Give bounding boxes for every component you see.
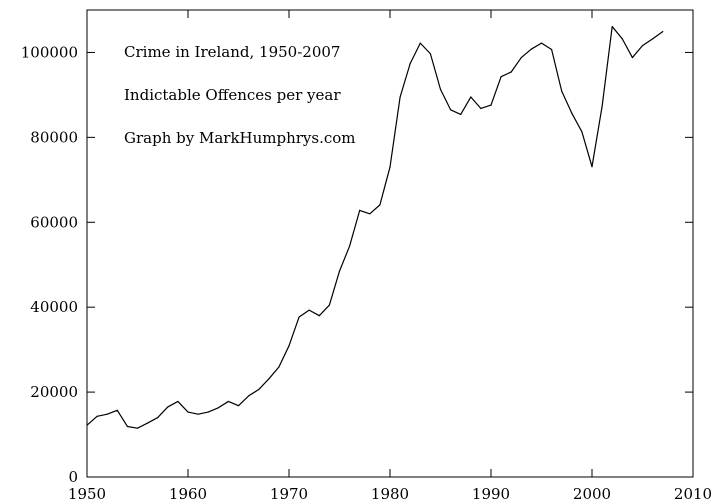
data-point-1990 — [490, 104, 492, 106]
data-point-1976 — [349, 245, 351, 247]
data-point-1964 — [227, 400, 229, 403]
data-point-2003 — [621, 38, 623, 40]
data-point-1963 — [217, 407, 219, 409]
y-tick-label: 100000 — [21, 43, 78, 61]
data-point-1978 — [369, 213, 371, 215]
data-point-1986 — [450, 109, 452, 111]
data-point-1970 — [288, 345, 290, 347]
x-tick-label: 2000 — [573, 485, 611, 503]
y-axis: 0 20000 40000 60000 80000 100000 — [21, 43, 693, 486]
data-point-1992 — [510, 71, 512, 73]
data-point-1958 — [167, 406, 169, 408]
data-point-1955 — [136, 427, 139, 429]
x-tick-label: 1980 — [371, 485, 409, 503]
data-point-1962 — [207, 411, 209, 413]
data-point-1985 — [439, 88, 442, 90]
annotation-subtitle: Indictable Offences per year — [124, 86, 341, 104]
data-point-1997 — [561, 90, 563, 92]
data-point-1960 — [187, 411, 189, 413]
plot-frame — [86, 9, 694, 478]
x-axis: 1950 1960 1970 1980 1990 2000 2010 — [68, 10, 712, 503]
data-point-2001 — [601, 105, 603, 107]
data-point-1971 — [298, 316, 300, 318]
data-point-2005 — [641, 45, 644, 47]
data-point-1950 — [86, 424, 88, 426]
data-point-1954 — [126, 425, 128, 428]
data-point-1951 — [96, 415, 98, 417]
data-point-1981 — [399, 96, 401, 98]
data-point-1979 — [379, 204, 381, 206]
x-tick-label: 1960 — [169, 485, 207, 503]
data-point-1957 — [157, 416, 159, 419]
data-point-1980 — [389, 166, 391, 168]
data-point-1953 — [116, 409, 118, 411]
x-tick-label: 2010 — [674, 485, 712, 503]
data-point-1988 — [470, 96, 472, 98]
data-point-1982 — [409, 62, 411, 65]
x-tick-label: 1970 — [270, 485, 308, 503]
data-point-2007 — [662, 31, 664, 33]
y-tick-label: 40000 — [30, 298, 78, 316]
data-point-2004 — [631, 56, 634, 59]
data-point-1995 — [540, 42, 543, 44]
data-point-1966 — [248, 395, 250, 397]
y-tick-label: 0 — [68, 468, 78, 486]
data-point-2000 — [591, 166, 593, 168]
x-tick-label: 1990 — [472, 485, 510, 503]
series-line — [86, 25, 664, 429]
data-point-1969 — [278, 366, 280, 368]
data-point-1965 — [237, 405, 240, 407]
data-point-1984 — [429, 53, 431, 55]
data-point-1987 — [460, 113, 462, 116]
data-point-1989 — [480, 107, 482, 110]
series-points — [86, 25, 664, 429]
y-tick-label: 20000 — [30, 383, 78, 401]
data-point-1968 — [268, 378, 270, 380]
data-point-1998 — [571, 112, 573, 114]
data-point-1975 — [338, 270, 341, 272]
data-point-1991 — [500, 76, 502, 78]
data-point-2006 — [652, 38, 654, 40]
data-point-1996 — [551, 48, 553, 51]
data-point-1999 — [581, 131, 583, 133]
y-tick-label: 60000 — [30, 213, 78, 231]
data-point-1972 — [308, 309, 310, 311]
y-tick-label: 80000 — [30, 128, 78, 146]
annotation-credit: Graph by MarkHumphrys.com — [124, 129, 356, 147]
data-point-1983 — [419, 42, 421, 44]
data-point-2002 — [611, 25, 613, 28]
data-point-1961 — [197, 413, 199, 415]
data-point-1974 — [328, 304, 330, 306]
data-point-1952 — [106, 413, 108, 415]
data-point-1973 — [318, 315, 320, 317]
data-point-1967 — [258, 388, 260, 391]
data-point-1959 — [177, 400, 179, 403]
annotation-title: Crime in Ireland, 1950-2007 — [124, 43, 340, 61]
data-point-1994 — [530, 48, 533, 50]
x-tick-label: 1950 — [68, 485, 106, 503]
data-point-1977 — [359, 209, 361, 211]
data-point-1993 — [520, 56, 522, 59]
data-point-1956 — [147, 422, 149, 424]
